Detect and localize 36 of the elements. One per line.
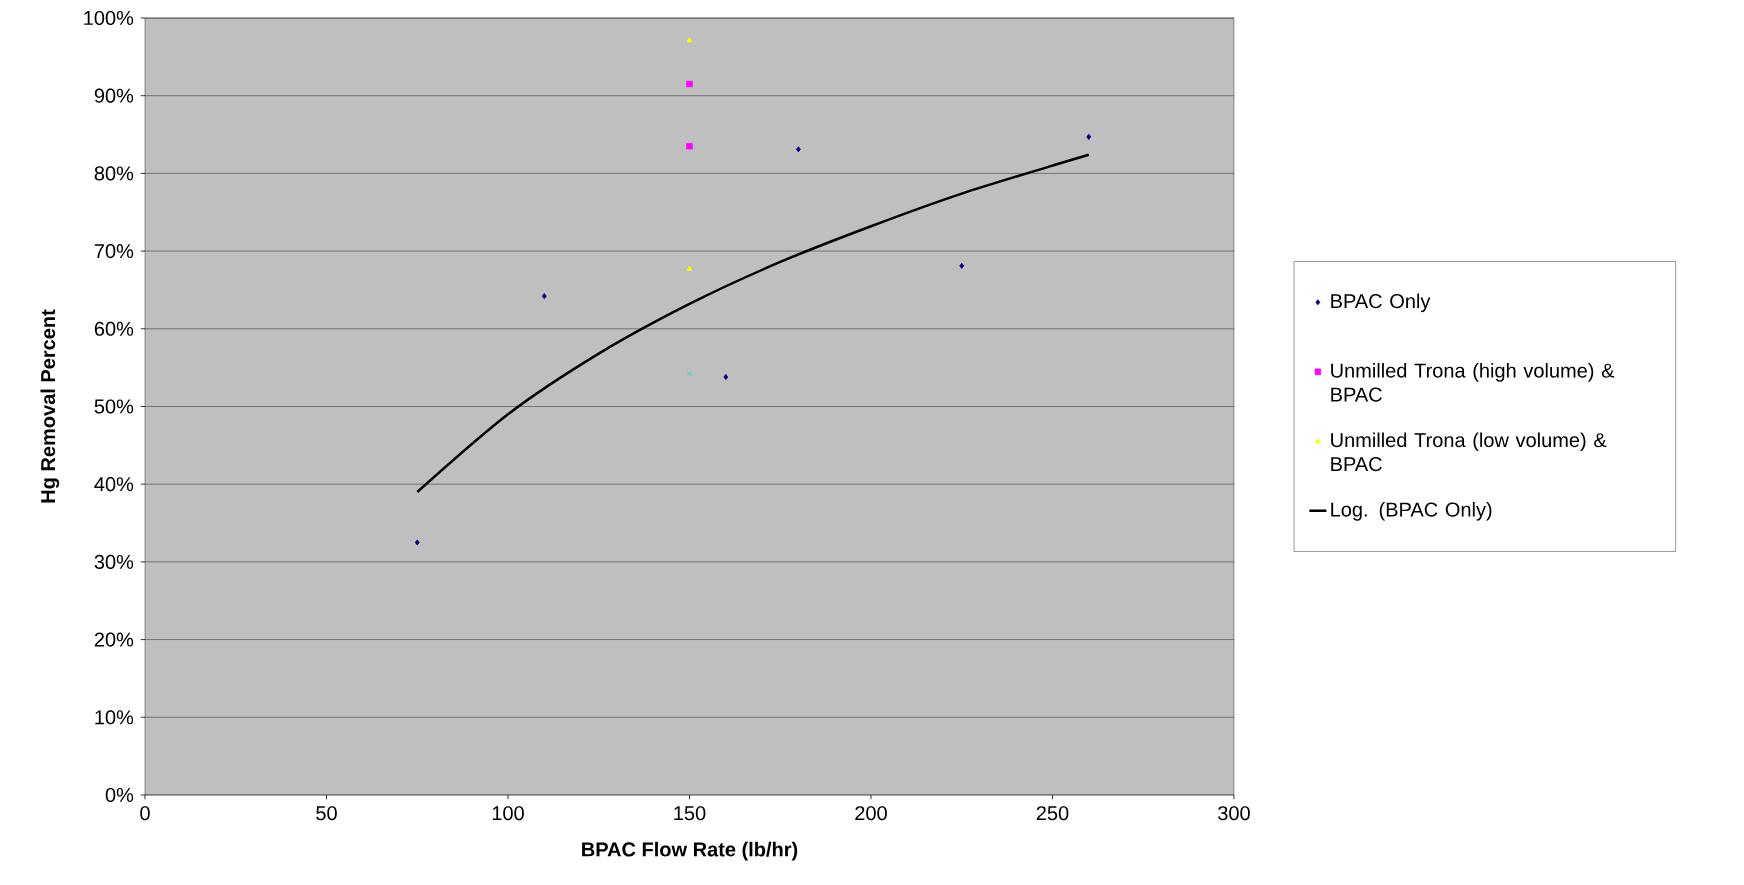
- y-tick-label: 80%: [94, 166, 134, 181]
- point: [686, 142, 693, 150]
- line-series: [416, 153, 1091, 494]
- x-tick-label: 100: [492, 806, 524, 821]
- point: [1086, 133, 1092, 140]
- y-tick-label: 70%: [94, 244, 134, 259]
- legend-label: BPAC Only: [1331, 293, 1431, 313]
- x-tick-label: 0: [140, 806, 150, 821]
- x-tick-label: 150: [674, 806, 706, 821]
- x-tick-label: 200: [855, 806, 887, 821]
- y-tick-label: 90%: [94, 88, 134, 103]
- y-tick-label: 20%: [94, 632, 134, 647]
- x-tick-label: 250: [1036, 806, 1069, 821]
- point: [723, 373, 729, 380]
- y-tick-label: 60%: [94, 321, 134, 336]
- y-axis-title: Hg Removal Percent: [40, 309, 60, 503]
- y-tick-label: 0%: [105, 787, 134, 803]
- x-axis-title: BPAC Flow Rate (lb/hr): [582, 841, 798, 861]
- point: [796, 146, 801, 153]
- point: [414, 539, 420, 546]
- y-tick-label: 40%: [94, 477, 134, 492]
- x-tick-label: 300: [1218, 806, 1250, 821]
- point: [686, 371, 693, 377]
- y-tick-label: 50%: [94, 399, 134, 414]
- point: [686, 80, 693, 88]
- point: [686, 265, 693, 271]
- legend-label: Unmilled Trona (low volume) & BPAC: [1331, 432, 1607, 472]
- y-tick-label: 10%: [95, 710, 134, 725]
- x-tick-label: 50: [316, 806, 337, 821]
- y-tick-label: 30%: [94, 554, 134, 569]
- legend-label: Unmilled Trona (high volume) & BPAC: [1331, 363, 1615, 402]
- point: [686, 37, 693, 43]
- legend-label: Log. (BPAC Only): [1331, 501, 1492, 521]
- point: [541, 293, 547, 300]
- point: [959, 262, 965, 269]
- y-tick-label: 100%: [84, 10, 134, 26]
